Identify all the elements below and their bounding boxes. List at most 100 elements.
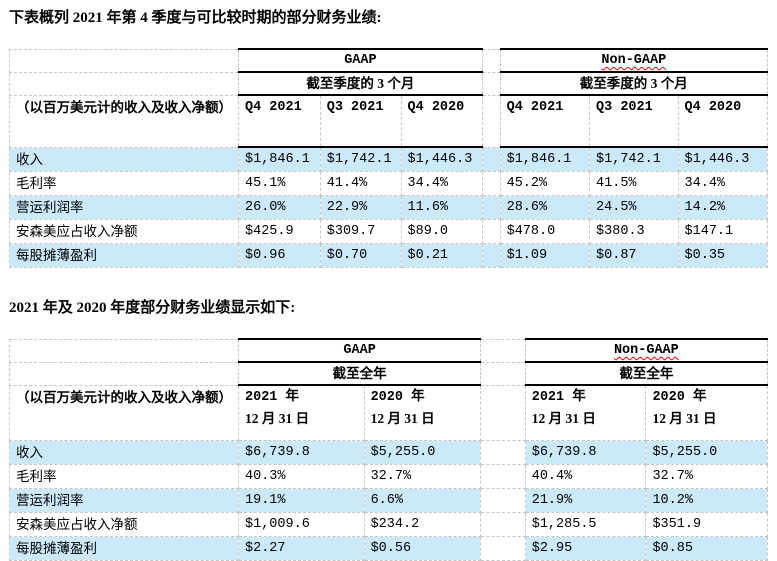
- cell-value: 40.3%: [238, 464, 365, 489]
- cell-value: $351.9: [645, 512, 768, 537]
- year-label: 2020 年: [652, 390, 707, 405]
- cell-value: $0.85: [645, 536, 768, 561]
- cell-value: $1,009.6: [238, 512, 365, 537]
- cell-value: $1,285.5: [524, 512, 647, 537]
- year-label: 2021 年: [531, 390, 586, 405]
- quarterly-section-title: 下表概列 2021 年第 4 季度与可比较时期的部分财务业绩:: [9, 10, 382, 26]
- row-label: 收入: [9, 440, 239, 465]
- cell-value: 10.2%: [645, 488, 768, 513]
- spacer-cell: [481, 243, 501, 268]
- table-row: GAAP Non-GAAP: [9, 48, 769, 73]
- row-label: 安森美应占收入净额: [9, 512, 239, 537]
- row-label: 每股摊薄盈利: [9, 243, 239, 268]
- cell-value: 40.4%: [524, 464, 647, 489]
- spacer-cell: [480, 440, 526, 465]
- cell-value: 11.6%: [400, 195, 483, 220]
- spacer-cell: [480, 488, 526, 513]
- table-row: 营运利润率 19.1% 6.6% 21.9% 10.2%: [9, 488, 768, 513]
- spacer-cell: [481, 48, 501, 73]
- cell-value: 21.9%: [524, 488, 647, 513]
- table-row: 毛利率 40.3% 32.7% 40.4% 32.7%: [9, 464, 768, 489]
- cell-value: 14.2%: [677, 195, 769, 220]
- cell-value: $1,742.1: [319, 146, 402, 172]
- cell-value: 22.9%: [319, 195, 402, 220]
- row-label: 安森美应占收入净额: [9, 219, 239, 244]
- date-label: 12 月 31 日: [245, 411, 310, 426]
- cell-value: $309.7: [319, 219, 402, 244]
- row-label: 每股摊薄盈利: [9, 536, 239, 561]
- cell-value: $89.0: [400, 219, 483, 244]
- column-header: Q3 2021: [589, 94, 679, 148]
- cell-value: $6,739.8: [524, 440, 647, 465]
- cell-value: $0.35: [677, 243, 769, 268]
- cell-value: 41.5%: [589, 171, 679, 196]
- cell-value: $1.09: [499, 243, 591, 268]
- table-row: 截至全年 截至全年: [9, 361, 769, 386]
- cell-value: 24.5%: [589, 195, 679, 220]
- gaap-period-header: 截至季度的 3 个月: [238, 71, 483, 96]
- date-label: 12 月 31 日: [652, 411, 717, 426]
- table-row: 每股摊薄盈利 $0.96 $0.70 $0.21 $1.09 $0.87 $0.…: [9, 243, 769, 268]
- row-axis-header: （以百万美元计的收入及收入净额）: [9, 384, 239, 441]
- table-row: 安森美应占收入净额 $425.9 $309.7 $89.0 $478.0 $38…: [9, 219, 769, 244]
- row-label: 毛利率: [9, 171, 239, 196]
- cell-value: $234.2: [363, 512, 482, 537]
- cell-value: $380.3: [589, 219, 679, 244]
- table-row: 收入 $1,846.1 $1,742.1 $1,446.3 $1,846.1 $…: [9, 146, 769, 172]
- row-label: 毛利率: [9, 464, 239, 489]
- annual-results-table: GAAP Non-GAAP 截至全年 截至全年 （以百万美元计的收入及收入净额）…: [9, 338, 769, 561]
- corner-cell: [9, 361, 239, 386]
- gaap-group-header: GAAP: [237, 338, 482, 363]
- column-header: 2020 年 12 月 31 日: [363, 384, 482, 441]
- cell-value: $5,255.0: [645, 440, 768, 465]
- row-label: 营运利润率: [9, 195, 239, 220]
- cell-value: 34.4%: [677, 171, 769, 196]
- cell-value: $0.87: [589, 243, 679, 268]
- spacer-cell: [480, 512, 526, 537]
- non-gaap-group-header: Non-GAAP: [524, 338, 769, 363]
- spacer-cell: [480, 464, 526, 489]
- row-axis-header: （以百万美元计的收入及收入净额）: [9, 94, 239, 148]
- cell-value: 26.0%: [238, 195, 321, 220]
- year-label: 2020 年: [370, 390, 425, 405]
- row-label: 营运利润率: [9, 488, 239, 513]
- table-row: （以百万美元计的收入及收入净额） Q4 2021 Q3 2021 Q4 2020…: [9, 94, 769, 148]
- non-gaap-label: Non-GAAP: [601, 53, 667, 68]
- gaap-group-header: GAAP: [238, 48, 483, 73]
- date-label: 12 月 31 日: [370, 411, 435, 426]
- spacer-cell: [480, 536, 526, 561]
- cell-value: $5,255.0: [363, 440, 482, 465]
- cell-value: $147.1: [677, 219, 769, 244]
- cell-value: $2.95: [524, 536, 647, 561]
- cell-value: 45.2%: [499, 171, 591, 196]
- column-header: 2020 年 12 月 31 日: [645, 384, 768, 441]
- spacer-cell: [480, 338, 526, 363]
- quarterly-results-table: GAAP Non-GAAP 截至季度的 3 个月 截至季度的 3 个月 （以百万…: [9, 48, 769, 268]
- cell-value: $0.96: [238, 243, 321, 268]
- column-header: 2021 年 12 月 31 日: [238, 384, 365, 441]
- cell-value: $2.27: [238, 536, 365, 561]
- cell-value: $0.21: [400, 243, 483, 268]
- date-label: 12 月 31 日: [531, 411, 596, 426]
- cell-value: $0.56: [363, 536, 482, 561]
- table-row: 截至季度的 3 个月 截至季度的 3 个月: [9, 71, 769, 96]
- corner-cell: [9, 48, 239, 73]
- cell-value: 6.6%: [363, 488, 482, 513]
- non-gaap-group-header: Non-GAAP: [499, 48, 769, 73]
- cell-value: 19.1%: [238, 488, 365, 513]
- non-gaap-label: Non-GAAP: [613, 343, 679, 358]
- table-row: 收入 $6,739.8 $5,255.0 $6,739.8 $5,255.0: [9, 440, 768, 465]
- annual-section-title: 2021 年及 2020 年度部分财务业绩显示如下:: [9, 300, 296, 316]
- table-row: 毛利率 45.1% 41.4% 34.4% 45.2% 41.5% 34.4%: [9, 171, 769, 196]
- cell-value: 28.6%: [499, 195, 591, 220]
- cell-value: $1,446.3: [400, 146, 483, 172]
- spacer-cell: [481, 219, 501, 244]
- cell-value: $0.70: [319, 243, 402, 268]
- table-row: 每股摊薄盈利 $2.27 $0.56 $2.95 $0.85: [9, 536, 768, 561]
- cell-value: $6,739.8: [238, 440, 365, 465]
- column-header: 2021 年 12 月 31 日: [524, 384, 647, 441]
- cell-value: $1,742.1: [589, 146, 679, 172]
- cell-value: 34.4%: [400, 171, 483, 196]
- cell-value: 32.7%: [645, 464, 768, 489]
- non-gaap-period-header: 截至全年: [524, 361, 769, 386]
